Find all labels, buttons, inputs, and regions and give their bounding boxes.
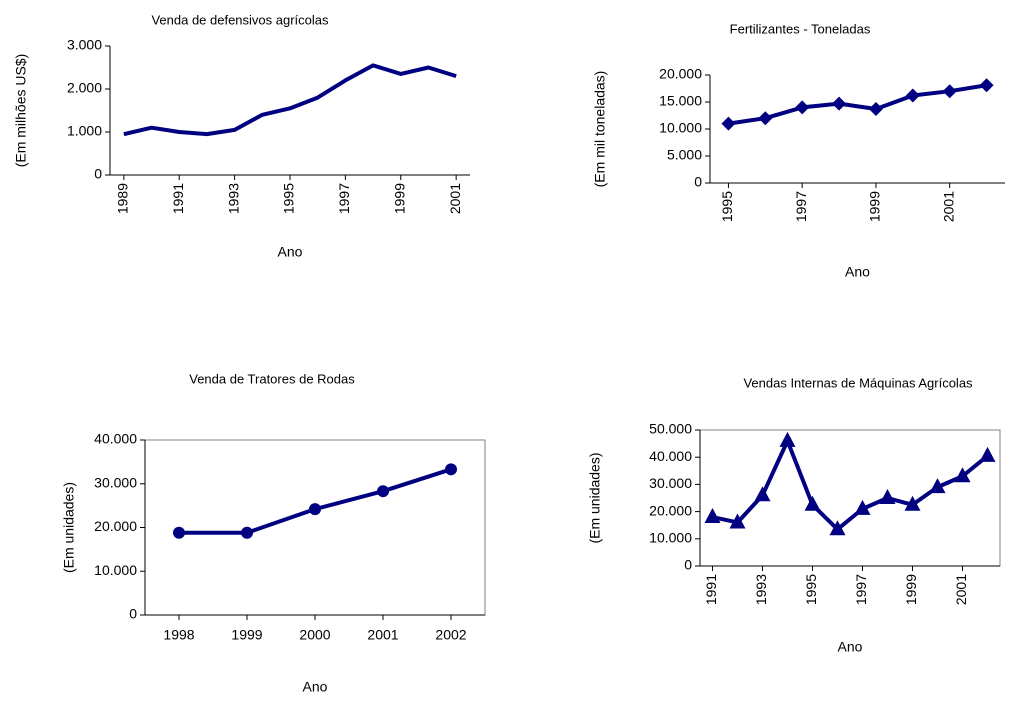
data-line xyxy=(179,467,452,535)
x-tick-label: 1993 xyxy=(753,574,769,605)
x-tick-label: 1999 xyxy=(903,574,919,605)
marker xyxy=(979,446,996,462)
y-tick-label: 2.000 xyxy=(67,80,102,96)
y-tick-label: 20.000 xyxy=(649,502,692,518)
marker xyxy=(758,111,773,126)
y-tick-label: 50.000 xyxy=(649,421,692,437)
marker xyxy=(173,526,185,539)
chart-title: Venda de defensivos agrícolas xyxy=(151,12,329,27)
y-tick-label: 3.000 xyxy=(67,37,102,53)
marker xyxy=(779,431,796,447)
marker xyxy=(904,495,921,511)
plot-border xyxy=(699,429,1001,567)
x-tick-label: 1999 xyxy=(231,627,262,643)
marker xyxy=(905,88,920,103)
x-tick-label: 1998 xyxy=(163,627,194,643)
marker xyxy=(729,513,746,529)
marker xyxy=(754,486,771,502)
marker xyxy=(979,78,994,93)
marker xyxy=(704,508,721,524)
chart-title: Venda de Tratores de Rodas xyxy=(189,371,355,386)
y-tick-label: 20.000 xyxy=(659,66,702,82)
y-tick-label: 5.000 xyxy=(667,147,702,163)
marker xyxy=(829,520,846,536)
y-axis-label: (Em unidades) xyxy=(61,482,77,573)
y-tick-label: 40.000 xyxy=(649,448,692,464)
marker xyxy=(309,503,321,516)
marker xyxy=(832,96,847,111)
marker xyxy=(929,478,946,494)
marker xyxy=(954,467,971,483)
x-tick-label: 2002 xyxy=(435,627,466,643)
marker xyxy=(377,485,389,498)
y-tick-label: 0 xyxy=(129,606,137,622)
chart-title: Vendas Internas de Máquinas Agrícolas xyxy=(743,375,973,390)
marker xyxy=(721,116,736,131)
y-tick-label: 1.000 xyxy=(67,123,102,139)
x-tick-label: 1995 xyxy=(803,574,819,605)
marker xyxy=(241,526,253,539)
marker xyxy=(795,100,810,115)
x-tick-label: 1995 xyxy=(719,191,735,222)
data-line xyxy=(123,63,457,137)
marker xyxy=(445,463,457,476)
marker xyxy=(942,84,957,99)
x-tick-label: 1999 xyxy=(391,183,407,214)
y-tick-label: 0 xyxy=(694,174,702,190)
x-tick-label: 2001 xyxy=(447,183,463,214)
x-tick-label: 1997 xyxy=(793,191,809,222)
x-axis-label: Ano xyxy=(303,679,328,695)
x-axis-label: Ano xyxy=(838,639,863,655)
x-tick-label: 1997 xyxy=(336,183,352,214)
x-tick-label: 1997 xyxy=(853,574,869,605)
y-tick-label: 10.000 xyxy=(659,120,702,136)
x-tick-label: 1991 xyxy=(170,183,186,214)
y-tick-label: 20.000 xyxy=(94,518,137,534)
marker xyxy=(879,489,896,504)
x-axis-label: Ano xyxy=(278,244,303,260)
x-axis-label: Ano xyxy=(845,264,870,280)
y-tick-label: 0 xyxy=(684,557,692,573)
y-axis-label: (Em unidades) xyxy=(587,452,603,543)
chart-title: Fertilizantes - Toneladas xyxy=(730,21,871,36)
y-tick-label: 30.000 xyxy=(94,474,137,490)
y-tick-label: 40.000 xyxy=(94,431,137,447)
data-line xyxy=(712,438,989,532)
y-tick-label: 10.000 xyxy=(649,530,692,546)
y-tick-label: 10.000 xyxy=(94,562,137,578)
marker xyxy=(804,495,821,511)
y-axis-label: (Em mil toneladas) xyxy=(592,71,608,188)
y-axis-label: (Em milhões US$) xyxy=(13,54,29,168)
x-tick-label: 1989 xyxy=(115,183,131,214)
y-tick-label: 30.000 xyxy=(649,475,692,491)
x-tick-label: 2001 xyxy=(940,191,956,222)
x-tick-label: 1991 xyxy=(703,574,719,605)
x-tick-label: 2001 xyxy=(953,574,969,605)
marker xyxy=(854,499,871,515)
x-tick-label: 2001 xyxy=(367,627,398,643)
x-tick-label: 1995 xyxy=(281,183,297,214)
x-tick-label: 2000 xyxy=(299,627,330,643)
plot-border xyxy=(144,439,486,616)
x-tick-label: 1999 xyxy=(867,191,883,222)
marker xyxy=(868,102,883,117)
y-tick-label: 0 xyxy=(94,166,102,182)
x-tick-label: 1993 xyxy=(225,183,241,214)
y-tick-label: 15.000 xyxy=(659,93,702,109)
